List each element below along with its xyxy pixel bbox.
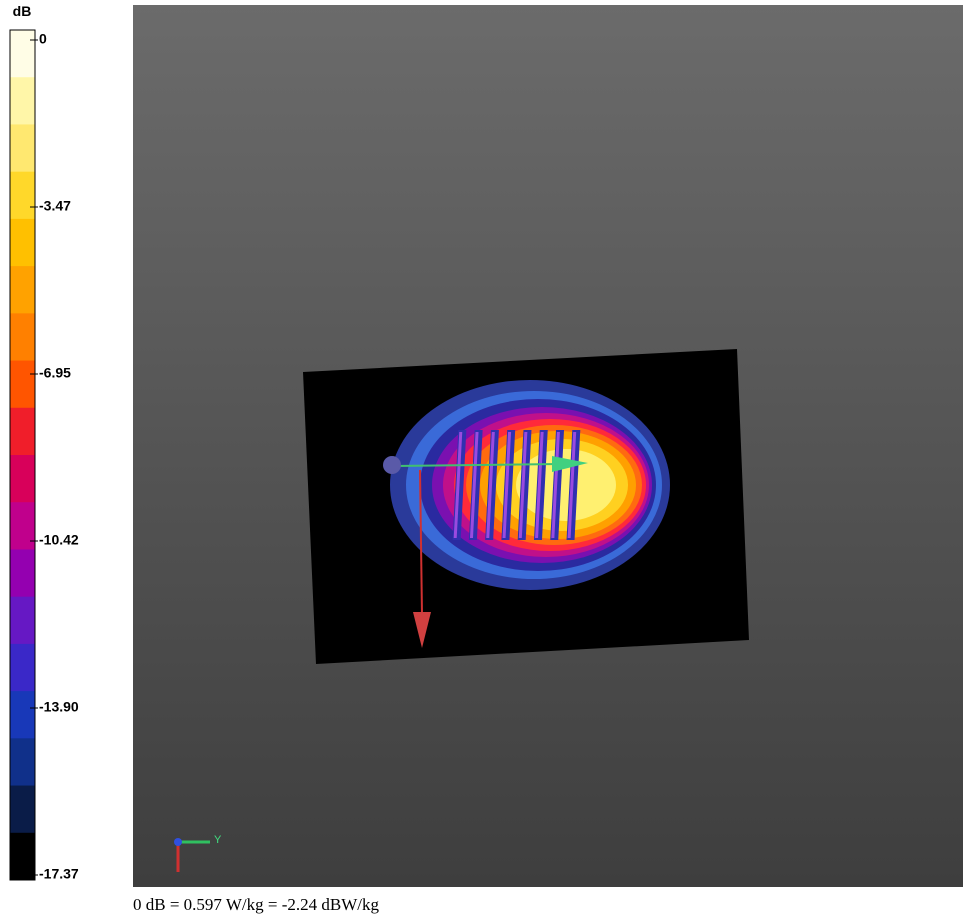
y-axis-arrow <box>394 463 561 467</box>
footer-text: 0 dB = 0.597 W/kg = -2.24 dBW/kg <box>133 895 379 914</box>
triad-y-label: Y <box>214 834 222 846</box>
colorbar-band <box>10 691 35 739</box>
colorbar-band <box>10 124 35 173</box>
triad-x <box>174 838 182 846</box>
colorbar-band <box>10 643 35 692</box>
colorbar-unit: dB <box>13 3 32 19</box>
axis-triad: Y <box>174 834 222 872</box>
antenna-highlight <box>518 432 528 538</box>
y-arrow-head <box>552 456 588 472</box>
colorbar-tick-label: -17.37 <box>39 866 79 882</box>
colorbar-band <box>10 549 35 598</box>
colorbar-border <box>9 29 36 881</box>
colorbar-tick-label: 0 <box>39 31 47 47</box>
colorbar: 0 -3.47 -6.95 -10.42 -13.90 -17.37 <box>9 29 79 882</box>
origin-sphere <box>383 456 401 474</box>
colorbar-band <box>10 832 35 881</box>
colorbar-band <box>10 171 35 220</box>
colorbar-tick-label: -10.42 <box>39 532 79 548</box>
colorbar-band <box>10 785 35 834</box>
antenna-highlight <box>486 432 495 538</box>
antenna-highlight <box>453 432 463 538</box>
colorbar-band <box>10 266 35 314</box>
z-arrow-head <box>413 612 431 648</box>
colorbar-band <box>10 77 35 125</box>
colorbar-tick-label: -13.90 <box>39 699 79 715</box>
antenna-highlight <box>567 432 577 538</box>
sar-distribution <box>390 380 670 590</box>
colorbar-band <box>10 360 35 409</box>
antenna-highlight <box>535 432 544 538</box>
colorbar-band <box>10 30 35 78</box>
colorbar-band <box>10 313 35 362</box>
antenna-highlight <box>502 432 512 538</box>
colorbar-tick-label: -3.47 <box>39 198 71 214</box>
colorbar-band <box>10 738 35 787</box>
antenna-highlight <box>469 432 479 538</box>
colorbar-band <box>10 218 35 267</box>
colorbar-tick-label: -6.95 <box>39 365 71 381</box>
colorbar-band <box>10 407 35 456</box>
colorbar-band <box>10 596 35 645</box>
z-axis-arrow <box>419 469 423 616</box>
colorbar-band <box>10 455 35 503</box>
colorbar-band <box>10 502 35 550</box>
antenna-elements <box>452 430 581 540</box>
